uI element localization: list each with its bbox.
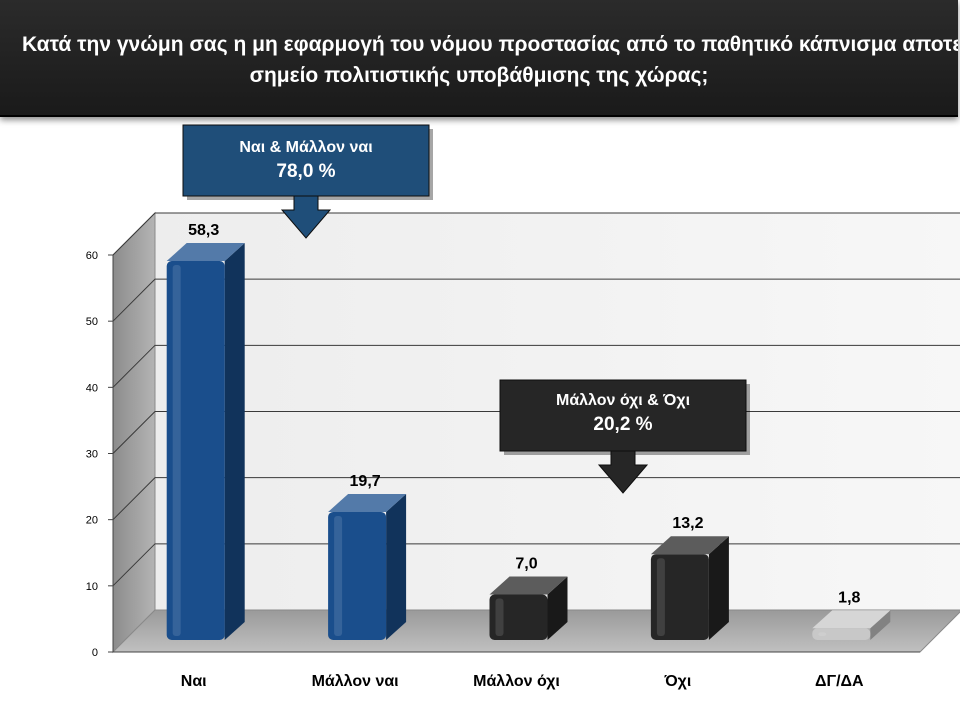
- chart-title-line-1: Κατά την γνώμη σας η μη εφαρμογή του νόμ…: [22, 33, 958, 56]
- bar-top: [812, 610, 891, 629]
- callout-yes-total: Ναι & Μάλλον ναι 78,0 %: [183, 125, 429, 196]
- y-tick-label: 30: [86, 449, 98, 461]
- gridline: [112, 278, 960, 322]
- category-label: Ναι: [181, 673, 207, 690]
- category-label: Μάλλον ναι: [312, 673, 399, 690]
- bar-highlight: [818, 632, 827, 636]
- callout-yes-value: 78,0 %: [276, 161, 336, 182]
- y-tick-label: 40: [86, 382, 98, 394]
- callout-shape-1: [182, 124, 433, 239]
- chart-bars: [166, 243, 891, 641]
- y-tick-label: 10: [86, 581, 98, 593]
- bar-5: [812, 610, 891, 640]
- bar-top: [489, 576, 568, 595]
- bar-front: [650, 554, 709, 640]
- gridline: [112, 344, 960, 388]
- callout-no-total: Μάλλον όχι & Όχι 20,2 %: [500, 380, 746, 451]
- y-tick-label: 50: [86, 316, 98, 328]
- bar-side: [547, 576, 568, 640]
- bar-front: [812, 628, 871, 640]
- value-label: 13,2: [672, 515, 703, 532]
- bar-front: [489, 594, 548, 640]
- bar-highlight: [656, 558, 665, 636]
- category-label: ΔΓ/ΔΑ: [815, 673, 864, 690]
- y-axis: 0 10 20 30 40 50 60: [86, 250, 114, 659]
- y-tick-label: 0: [92, 647, 98, 659]
- arrow-down-icon: [597, 450, 649, 494]
- callout-yes-label: Ναι & Μάλλον ναι: [239, 139, 373, 156]
- bar-top: [328, 493, 407, 512]
- category-label: Μάλλον όχι: [473, 673, 560, 690]
- bar-side: [224, 243, 245, 641]
- bar-front: [328, 511, 387, 640]
- category-label: Όχι: [663, 673, 691, 690]
- value-label: 19,7: [350, 473, 381, 490]
- bar-top: [166, 243, 245, 262]
- value-label: 7,0: [515, 556, 537, 573]
- arrow-down-icon: [280, 195, 332, 239]
- callout-arrows: [182, 124, 750, 494]
- gridline: [112, 212, 960, 256]
- bar-front: [166, 261, 225, 640]
- bar-4: [650, 536, 729, 640]
- value-label: 1,8: [838, 589, 860, 606]
- x-axis: Ναι Μάλλον ναι Μάλλον όχι Όχι ΔΓ/ΔΑ: [113, 651, 920, 690]
- bar-side: [708, 536, 729, 640]
- bar-top: [650, 536, 729, 555]
- bar-1: [166, 243, 245, 641]
- bar-highlight: [334, 515, 343, 636]
- bar-side: [386, 493, 407, 640]
- callout-box: [182, 124, 430, 197]
- callout-box: [499, 379, 747, 452]
- value-labels: 58,3 19,7 7,0 13,2 1,8: [188, 222, 860, 606]
- bar-highlight: [172, 265, 181, 636]
- y-tick-label: 20: [86, 515, 98, 527]
- value-label: 58,3: [188, 222, 219, 239]
- chart-title-line-2: σημείο πολιτιστικής υποβάθμισης της χώρα…: [249, 64, 709, 87]
- bar-2: [328, 493, 407, 640]
- callout-shape-2: [499, 379, 750, 494]
- title-banner: Κατά την γνώμη σας η μη εφαρμογή του νόμ…: [0, 0, 958, 117]
- callout-no-label: Μάλλον όχι & Όχι: [555, 392, 691, 409]
- y-tick-label: 60: [86, 250, 98, 262]
- bar-highlight: [495, 598, 504, 636]
- bar-3: [489, 576, 568, 640]
- callout-no-value: 20,2 %: [593, 414, 653, 435]
- gridline: [112, 477, 960, 521]
- bar-side: [870, 610, 891, 640]
